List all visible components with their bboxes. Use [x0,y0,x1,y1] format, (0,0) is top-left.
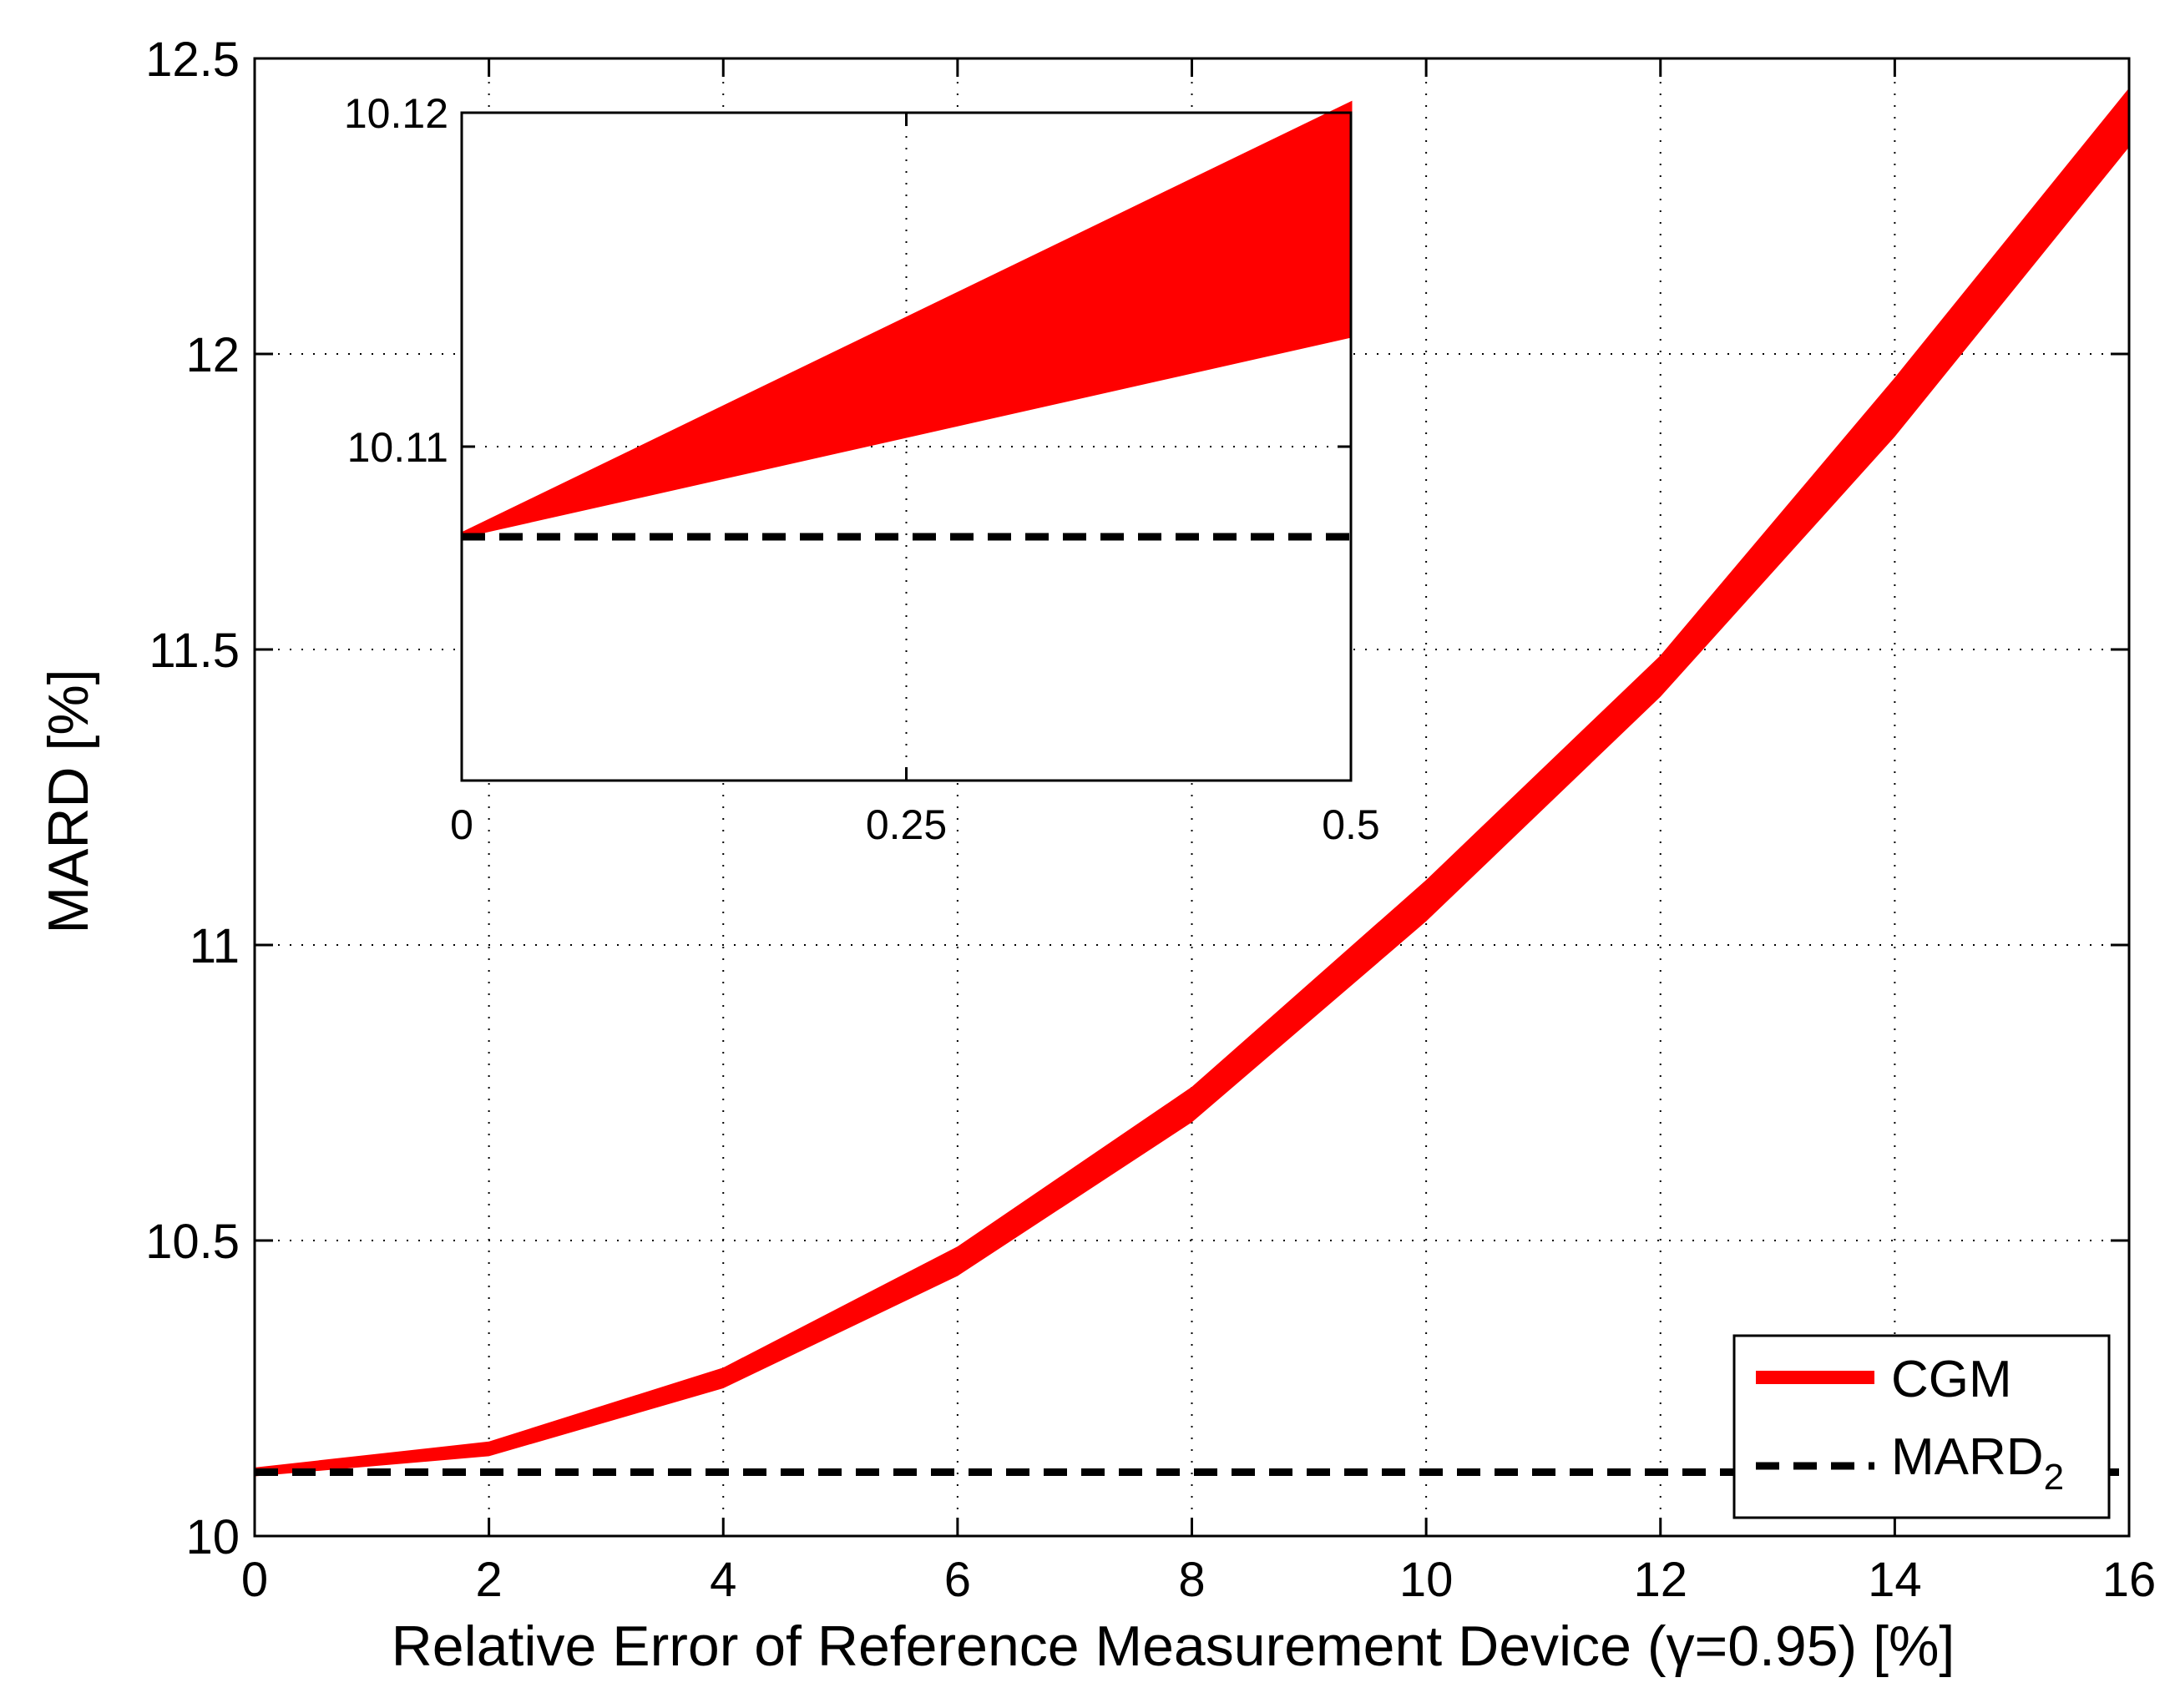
y-tick-label: 10.5 [145,1215,240,1269]
y-tick-label: 12 [185,328,240,382]
inset-axes [460,111,1353,782]
inset-x-tick-label: 0 [450,801,473,848]
legend-box [1732,1334,2111,1519]
inset-grid [462,113,1351,781]
x-tick-label: 6 [944,1553,971,1607]
y-axis-title: MARD [%] [37,669,100,933]
inset-y-tick-label: 10.11 [347,424,448,471]
x-tick-label: 10 [1399,1553,1454,1607]
x-tick-label: 8 [1178,1553,1205,1607]
legend-label-cgm: CGM [1891,1351,2012,1408]
x-tick-label: 14 [1868,1553,1922,1607]
legend: CGM MARD2 [1732,1334,2111,1519]
x-tick-label: 4 [710,1553,736,1607]
inset-x-tick-label: 0.25 [866,801,947,848]
inset-tick-labels: 0 0.25 0.5 10.11 10.12 [344,90,1380,848]
y-tick-label: 11 [190,919,240,973]
x-tick-label: 16 [2102,1553,2157,1607]
inset-y-tick-label: 10.12 [344,90,448,137]
inset-chart: 0 0.25 0.5 10.11 10.12 [344,90,1380,848]
legend-label-mard2: MARD2 [1891,1428,2064,1498]
main-tick-labels: 0 2 4 6 8 10 12 14 16 10 10.5 11 11.5 12 12.5 [145,33,2156,1607]
x-axis-title: Relative Error of Reference Measurement … [392,1615,1955,1678]
x-tick-label: 12 [1633,1553,1687,1607]
y-tick-label: 10 [185,1510,240,1564]
y-tick-label: 11.5 [149,624,240,678]
legend-label-mard2-subscript: 2 [2044,1457,2064,1498]
x-tick-label: 2 [475,1553,502,1607]
inset-x-tick-label: 0.5 [1322,801,1380,848]
y-tick-label: 12.5 [145,33,240,87]
x-tick-label: 0 [241,1553,268,1607]
main-axes [253,57,2131,1538]
legend-label-mard2-main: MARD [1891,1428,2044,1486]
